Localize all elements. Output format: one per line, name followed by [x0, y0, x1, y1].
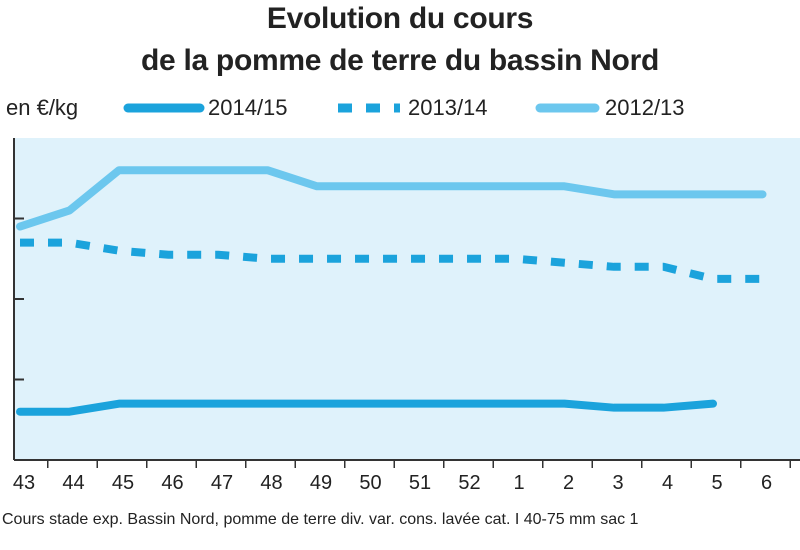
series-lines: [16, 166, 767, 416]
x-tick-label: 51: [409, 472, 431, 494]
chart-title-line-1: Evolution du cours: [266, 2, 534, 35]
series-line-2013-14: [20, 238, 763, 283]
x-tick-label: 45: [112, 472, 134, 494]
x-tick-label: 2: [563, 472, 574, 494]
x-tick-label: 1: [513, 472, 524, 494]
x-tick-label: 52: [458, 472, 480, 494]
x-tick-label: 44: [62, 472, 84, 494]
series-line-2012-13: [16, 166, 767, 231]
x-tick-label: 47: [211, 472, 233, 494]
x-tick-labels: 43 44 45 46 47 48 49 50 51 52 1 2 3 4 5 6: [13, 472, 772, 494]
legend-label-2013-14: 2013/14: [408, 95, 488, 120]
x-tick-label: 49: [310, 472, 332, 494]
x-tick-label: 50: [359, 472, 381, 494]
x-tick-label: 48: [260, 472, 282, 494]
legend-label-2012-13: 2012/13: [605, 95, 685, 120]
x-ticks: [47, 460, 791, 468]
x-tick-label: 43: [13, 472, 35, 494]
legend-label-2014-15: 2014/15: [208, 95, 288, 120]
y-ticks: [14, 217, 24, 381]
source-note: Cours stade exp. Bassin Nord, pomme de t…: [2, 511, 639, 528]
x-tick-label: 5: [711, 472, 722, 494]
x-tick-label: 46: [161, 472, 183, 494]
x-tick-label: 3: [612, 472, 623, 494]
chart-title-line-2: de la pomme de terre du bassin Nord: [141, 44, 659, 77]
y-axis-unit-label: en €/kg: [6, 95, 79, 120]
series-line-2014-15: [16, 399, 717, 416]
x-tick-label: 6: [761, 472, 772, 494]
x-tick-label: 4: [662, 472, 673, 494]
